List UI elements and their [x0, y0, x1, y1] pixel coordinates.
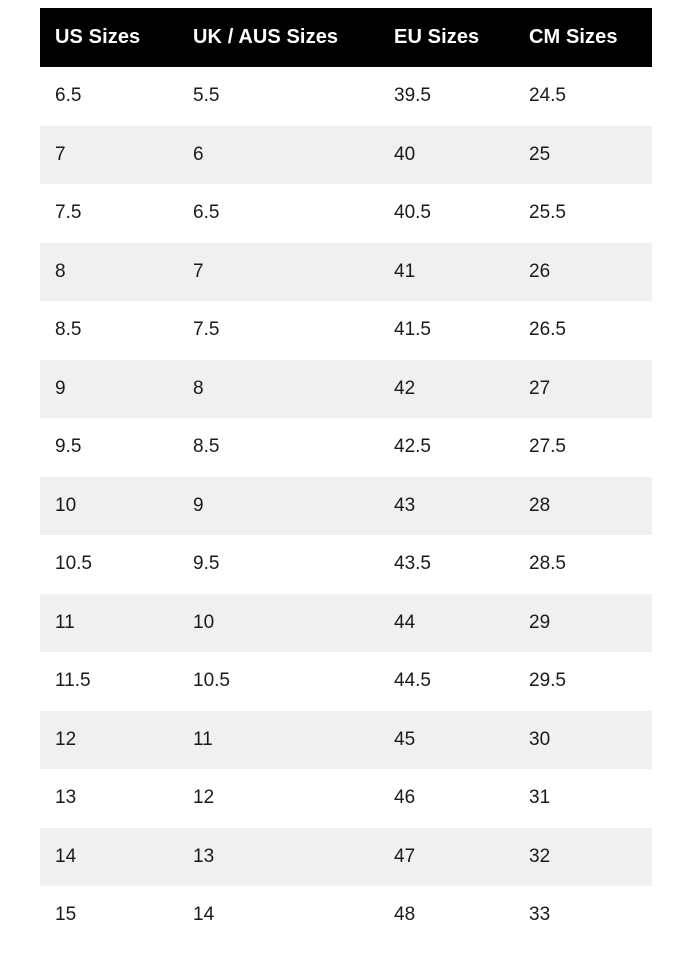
cell-uk-aus-size: 10.5 — [193, 670, 230, 692]
table-row: 8 7 41 26 — [40, 242, 652, 301]
cell-eu-size: 39.5 — [394, 85, 431, 107]
cell-eu-size: 44.5 — [394, 670, 431, 692]
table-row: 6.5 5.5 39.5 24.5 — [40, 67, 652, 126]
cell-eu-size: 40.5 — [394, 202, 431, 224]
cell-uk-aus-size: 9.5 — [193, 553, 220, 575]
cell-cm-size: 25 — [529, 143, 551, 165]
table-row: 15 14 48 33 — [40, 886, 652, 945]
cell-eu-size: 47 — [394, 845, 416, 867]
column-header-eu-sizes: EU Sizes — [394, 26, 480, 48]
cell-eu-size: 45 — [394, 728, 416, 750]
cell-us-size: 9 — [55, 377, 66, 399]
cell-eu-size: 48 — [394, 904, 416, 926]
cell-uk-aus-size: 13 — [193, 845, 215, 867]
cell-us-size: 9.5 — [55, 436, 82, 458]
column-header-uk-aus-sizes: UK / AUS Sizes — [193, 26, 339, 48]
cell-cm-size: 24.5 — [529, 85, 566, 107]
cell-eu-size: 43 — [394, 494, 416, 516]
table-row: 9 8 42 27 — [40, 359, 652, 418]
table-row: 12 11 45 30 — [40, 710, 652, 769]
table-row: 9.5 8.5 42.5 27.5 — [40, 418, 652, 477]
cell-cm-size: 29.5 — [529, 670, 566, 692]
cell-eu-size: 43.5 — [394, 553, 431, 575]
cell-us-size: 10.5 — [55, 553, 92, 575]
cell-cm-size: 29 — [529, 611, 551, 633]
cell-cm-size: 28 — [529, 494, 551, 516]
column-header-cm-sizes: CM Sizes — [529, 26, 618, 48]
cell-eu-size: 46 — [394, 787, 416, 809]
cell-uk-aus-size: 9 — [193, 494, 204, 516]
cell-eu-size: 41.5 — [394, 319, 431, 341]
table-row: 10.5 9.5 43.5 28.5 — [40, 535, 652, 594]
table-header: US Sizes UK / AUS Sizes EU Sizes CM Size… — [40, 8, 652, 67]
cell-us-size: 12 — [55, 728, 77, 750]
cell-cm-size: 28.5 — [529, 553, 566, 575]
cell-cm-size: 33 — [529, 904, 551, 926]
cell-eu-size: 41 — [394, 260, 416, 282]
cell-cm-size: 27.5 — [529, 436, 566, 458]
cell-us-size: 11 — [55, 611, 75, 633]
cell-uk-aus-size: 12 — [193, 787, 215, 809]
cell-uk-aus-size: 11 — [193, 728, 213, 750]
table-row: 7.5 6.5 40.5 25.5 — [40, 184, 652, 243]
table-row: 8.5 7.5 41.5 26.5 — [40, 301, 652, 360]
cell-us-size: 14 — [55, 845, 77, 867]
cell-us-size: 8.5 — [55, 319, 82, 341]
cell-cm-size: 30 — [529, 728, 551, 750]
shoe-size-conversion-table: US Sizes UK / AUS Sizes EU Sizes CM Size… — [40, 8, 652, 945]
cell-uk-aus-size: 7 — [193, 260, 204, 282]
table-row: 10 9 43 28 — [40, 476, 652, 535]
cell-uk-aus-size: 5.5 — [193, 85, 220, 107]
table-body: 6.5 5.5 39.5 24.5 7 6 40 25 7.5 6.5 40.5… — [40, 67, 652, 945]
cell-us-size: 11.5 — [55, 670, 91, 692]
cell-us-size: 7 — [55, 143, 66, 165]
cell-cm-size: 25.5 — [529, 202, 566, 224]
cell-cm-size: 32 — [529, 845, 551, 867]
cell-uk-aus-size: 6.5 — [193, 202, 220, 224]
cell-cm-size: 31 — [529, 787, 551, 809]
table-row: 11.5 10.5 44.5 29.5 — [40, 652, 652, 711]
cell-eu-size: 44 — [394, 611, 416, 633]
table-row: 7 6 40 25 — [40, 125, 652, 184]
table-row: 14 13 47 32 — [40, 827, 652, 886]
table-row: 13 12 46 31 — [40, 769, 652, 828]
cell-us-size: 13 — [55, 787, 77, 809]
cell-uk-aus-size: 10 — [193, 611, 215, 633]
cell-cm-size: 26.5 — [529, 319, 566, 341]
cell-uk-aus-size: 14 — [193, 904, 215, 926]
cell-us-size: 10 — [55, 494, 77, 516]
cell-us-size: 15 — [55, 904, 77, 926]
cell-eu-size: 40 — [394, 143, 416, 165]
cell-eu-size: 42.5 — [394, 436, 431, 458]
cell-cm-size: 26 — [529, 260, 551, 282]
column-header-us-sizes: US Sizes — [55, 26, 141, 48]
cell-uk-aus-size: 8 — [193, 377, 204, 399]
cell-uk-aus-size: 8.5 — [193, 436, 220, 458]
table-row: 11 10 44 29 — [40, 593, 652, 652]
cell-eu-size: 42 — [394, 377, 416, 399]
cell-uk-aus-size: 7.5 — [193, 319, 220, 341]
table-header-row: US Sizes UK / AUS Sizes EU Sizes CM Size… — [40, 8, 652, 67]
cell-us-size: 8 — [55, 260, 66, 282]
cell-uk-aus-size: 6 — [193, 143, 204, 165]
cell-cm-size: 27 — [529, 377, 551, 399]
cell-us-size: 6.5 — [55, 85, 82, 107]
cell-us-size: 7.5 — [55, 202, 82, 224]
